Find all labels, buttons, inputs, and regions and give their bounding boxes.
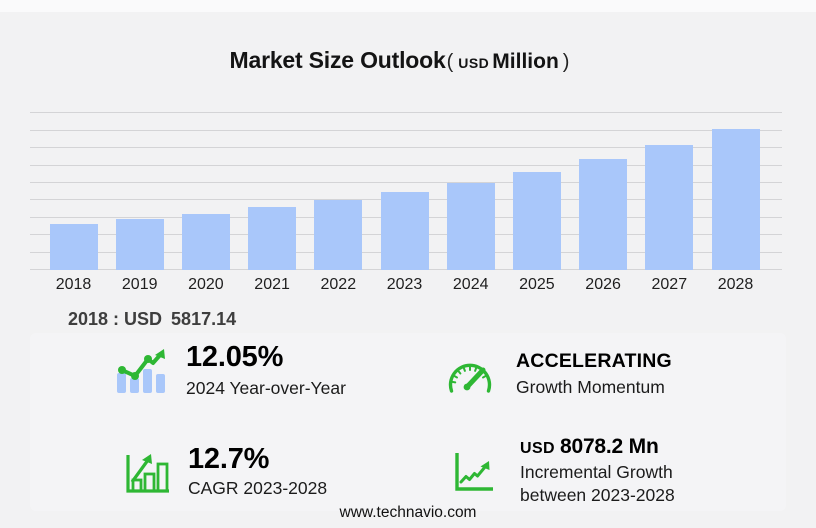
gridline bbox=[30, 182, 782, 183]
value-annotation-2018: 2018 : USD 5817.14 bbox=[68, 309, 236, 330]
x-axis-label: 2019 bbox=[121, 276, 158, 293]
stat-incremental-currency: USD bbox=[520, 440, 555, 457]
line-growth-axes-icon bbox=[452, 449, 496, 493]
speedometer-icon bbox=[446, 354, 494, 396]
x-axis-label: 2027 bbox=[651, 276, 688, 293]
x-axis-label: 2022 bbox=[320, 276, 357, 293]
x-axis-label: 2024 bbox=[452, 276, 489, 293]
stat-cagr-label: CAGR 2023-2028 bbox=[188, 478, 328, 499]
x-axis-label: 2021 bbox=[254, 276, 290, 293]
title-currency: USD bbox=[458, 55, 490, 71]
stat-momentum-value: ACCELERATING bbox=[516, 350, 672, 372]
title-main: Market Size Outlook bbox=[229, 47, 446, 73]
annotation-label: 2018 : USD bbox=[68, 309, 163, 329]
bar-2023 bbox=[380, 192, 429, 270]
stat-incremental-growth: USD 8078.2 Mn Incremental Growth between … bbox=[452, 435, 675, 507]
stat-growth-momentum: ACCELERATING Growth Momentum bbox=[446, 351, 672, 399]
bar-2022 bbox=[314, 200, 363, 270]
x-axis-label: 2023 bbox=[386, 276, 423, 293]
bar-2025 bbox=[512, 171, 561, 270]
stat-yoy-label: 2024 Year-over-Year bbox=[186, 378, 346, 399]
bar-2020 bbox=[181, 213, 230, 270]
bar-chart-trend-icon bbox=[114, 346, 168, 396]
gridline bbox=[30, 147, 782, 149]
stat-incremental-label-line1: Incremental Growth bbox=[520, 462, 673, 483]
x-axis-label: 2018 bbox=[55, 276, 92, 293]
stat-incremental-label-line2: between 2023-2028 bbox=[520, 484, 675, 505]
gridline bbox=[30, 129, 782, 131]
bar-2028 bbox=[711, 128, 760, 270]
gridline bbox=[30, 112, 782, 114]
title-paren-close: ) bbox=[562, 51, 570, 73]
x-axis-labels: 2018 2019 2020 2021 2022 2023 2024 2025 2026 2027… bbox=[0, 276, 816, 296]
annotation-value: 5817.14 bbox=[171, 309, 237, 329]
stat-cagr-value: 12.7% bbox=[188, 443, 270, 475]
bar-2019 bbox=[115, 219, 164, 270]
bar-2027 bbox=[645, 144, 694, 270]
stat-incremental-value: USD 8078.2 Mn bbox=[520, 435, 675, 458]
bar-2024 bbox=[446, 183, 495, 270]
stat-yoy-value: 12.05% bbox=[186, 341, 284, 373]
growth-bars-arrow-icon bbox=[122, 448, 172, 496]
bar-2026 bbox=[579, 159, 628, 270]
footer: www.technavio.com bbox=[0, 504, 816, 522]
stat-yoy-growth: 12.05% 2024 Year-over-Year bbox=[114, 342, 346, 400]
stat-incremental-amount: 8078.2 Mn bbox=[559, 435, 659, 458]
stat-momentum-label: Growth Momentum bbox=[516, 377, 665, 398]
bar-2018 bbox=[49, 224, 98, 270]
top-strip bbox=[0, 0, 816, 12]
x-axis-label: 2026 bbox=[585, 276, 621, 293]
x-axis-label: 2020 bbox=[188, 276, 224, 293]
bar-2021 bbox=[248, 207, 297, 270]
gridline bbox=[30, 164, 782, 166]
website-text: www.technavio.com bbox=[339, 504, 477, 521]
stat-cagr: 12.7% CAGR 2023-2028 bbox=[122, 444, 327, 500]
x-axis-label: 2025 bbox=[519, 276, 555, 293]
title-unit: Million bbox=[492, 50, 559, 73]
chart-title: Market Size Outlook(USD Million) bbox=[0, 39, 800, 76]
title-paren-open: ( bbox=[446, 51, 454, 73]
plot-area bbox=[30, 108, 782, 270]
x-axis-label: 2028 bbox=[717, 276, 754, 293]
